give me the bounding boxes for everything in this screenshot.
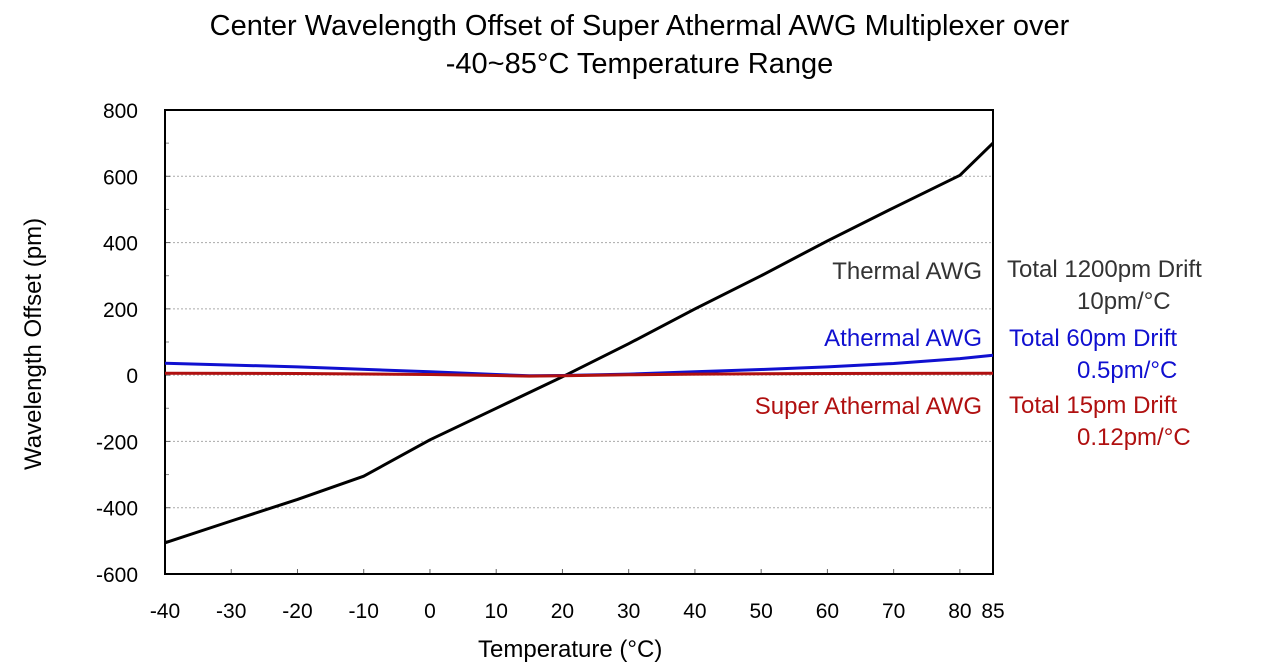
annotation-thermal-rate: 10pm/°C (1077, 288, 1171, 315)
x-tick-label: -30 (216, 600, 246, 623)
x-tick-label: 60 (816, 600, 839, 623)
x-tick-label: -20 (282, 600, 312, 623)
x-tick-label: -10 (349, 600, 379, 623)
series-label-super-athermal: Super Athermal AWG (754, 393, 982, 420)
x-tick-label: 30 (617, 600, 640, 623)
series-label-athermal: Athermal AWG (824, 325, 982, 352)
chart-title-line1: Center Wavelength Offset of Super Atherm… (209, 10, 1070, 42)
y-tick-label: 400 (103, 233, 138, 256)
annotation-super-athermal-total: Total 15pm Drift (1009, 392, 1178, 419)
x-tick-label: 80 (948, 600, 971, 623)
y-tick-label: 200 (103, 299, 138, 322)
annotation-athermal-total: Total 60pm Drift (1009, 325, 1178, 352)
y-axis-label: Wavelength Offset (pm) (20, 217, 47, 470)
series-label-thermal: Thermal AWG (832, 258, 982, 285)
x-axis-label: Temperature (°C) (478, 636, 663, 663)
annotation-super-athermal-rate: 0.12pm/°C (1077, 424, 1191, 451)
x-tick-label: 40 (683, 600, 706, 623)
chart-title-line2: -40~85°C Temperature Range (445, 48, 834, 80)
series-line-thermal-awg (164, 142, 995, 545)
annotation-athermal-rate: 0.5pm/°C (1077, 357, 1178, 384)
x-tick-label: -40 (150, 600, 180, 623)
y-tick-label: -400 (96, 498, 138, 521)
x-tick-label: 10 (485, 600, 508, 623)
y-tick-label: 600 (103, 166, 138, 189)
x-tick-label: 0 (424, 600, 436, 623)
y-tick-label: -200 (96, 431, 138, 454)
series-line-super-athermal-awg (164, 371, 994, 378)
x-tick-label: 20 (551, 600, 574, 623)
y-tick-label: 0 (126, 365, 138, 388)
x-tick-label: 50 (749, 600, 772, 623)
annotation-thermal-total: Total 1200pm Drift (1007, 256, 1202, 283)
plot-frame (164, 109, 994, 575)
x-tick-label: 70 (882, 600, 905, 623)
x-tick-label: 85 (981, 600, 1004, 623)
y-tick-label: -600 (96, 564, 138, 587)
y-tick-label: 800 (103, 100, 138, 123)
